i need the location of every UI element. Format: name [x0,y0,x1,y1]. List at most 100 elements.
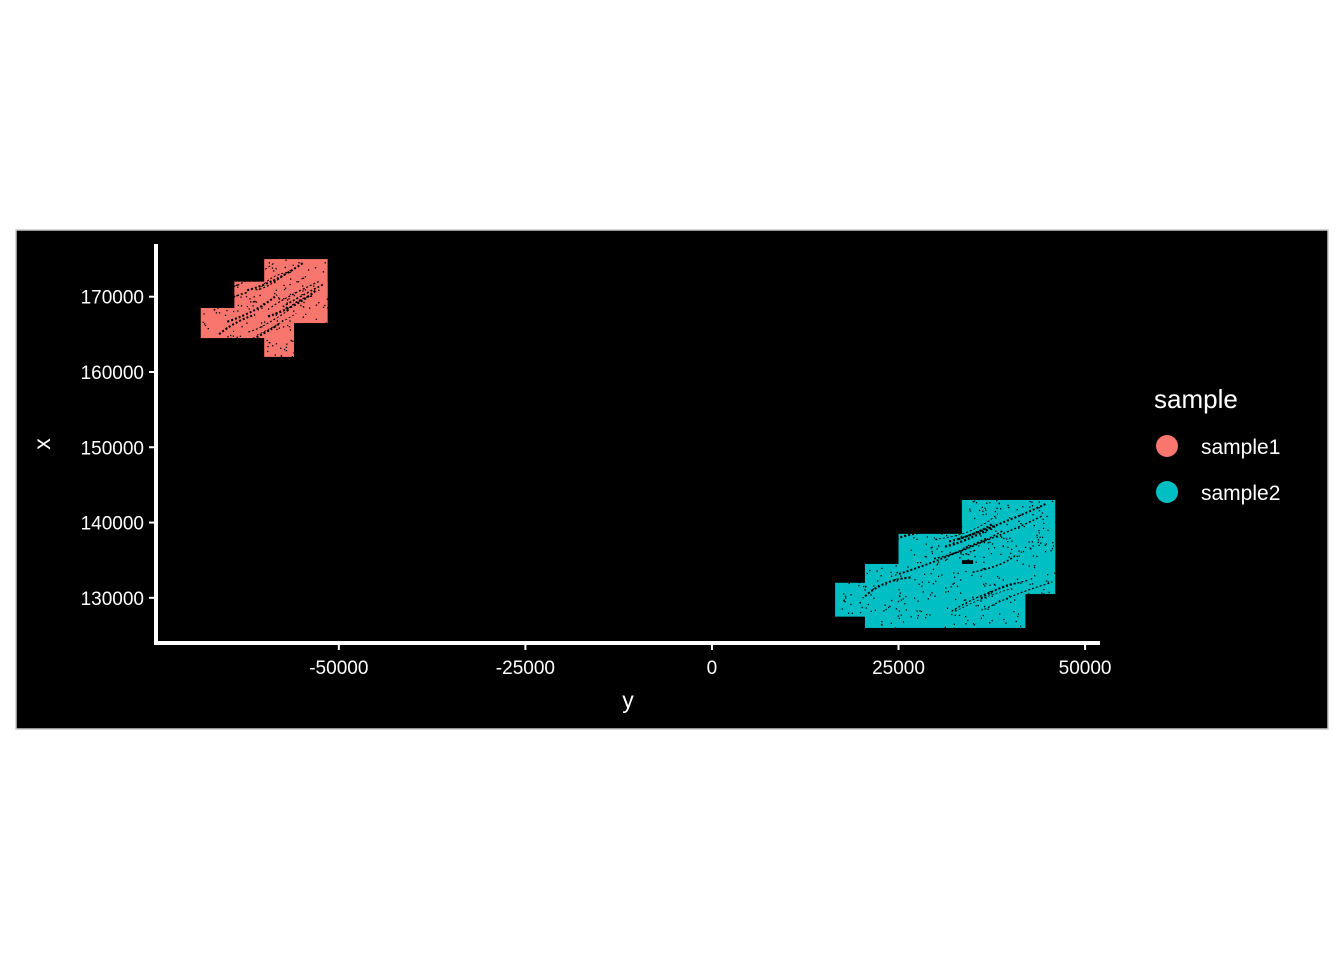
speckle [289,293,292,295]
point-cluster [864,563,1026,628]
speckle [865,585,867,588]
speckle [1024,546,1027,548]
speckle [1022,506,1024,508]
speckle [1043,593,1045,595]
tissue-streak [944,524,996,548]
speckle [962,554,964,556]
speckle [283,284,285,287]
speckle [218,340,221,342]
speckle [1031,501,1033,503]
speckle [839,514,842,516]
speckle [215,312,218,314]
speckle [252,305,254,307]
tissue-streak [984,582,1050,610]
speckle [904,603,906,605]
speckle [931,592,933,594]
speckle [253,343,255,345]
speckle [941,551,943,553]
speckle [280,347,282,349]
speckle [867,502,869,504]
speckle [972,623,975,625]
speckle [959,557,961,559]
speckle [1007,504,1009,507]
speckle [886,528,888,530]
speckle [268,262,270,264]
speckle [917,600,919,602]
speckle [1054,603,1056,605]
speckle [888,528,890,530]
speckle [924,525,926,527]
speckle [843,600,845,602]
tissue-streak [898,537,987,575]
speckle [897,600,900,603]
speckle [218,312,221,314]
speckle [939,525,941,527]
speckle [1011,540,1013,542]
speckle [1029,583,1031,586]
speckle [293,294,295,297]
speckle [853,567,855,569]
speckle [302,316,304,318]
speckle [327,307,329,309]
speckle [924,555,926,558]
speckle [286,306,288,309]
speckle [318,302,320,304]
speckle [858,581,860,584]
speckle [965,553,967,555]
speckle [952,583,954,585]
speckle [300,304,302,307]
speckle [1041,598,1043,600]
speckle [884,604,886,606]
speckle [847,508,849,510]
speckle [218,345,220,348]
speckle [867,603,869,606]
speckle [273,270,275,272]
speckle [858,500,861,502]
speckle [875,519,878,521]
speckle [326,298,328,300]
tissue-streak [879,531,922,551]
speckle [967,559,969,561]
speckle [1033,566,1036,569]
speckle [1037,602,1039,605]
speckle [231,292,234,295]
speckle [869,569,871,572]
speckle [900,575,902,577]
speckle [874,609,876,611]
speckle [315,304,318,306]
tissue-streak [980,582,1019,600]
speckle [944,626,946,628]
speckle [894,532,897,535]
speckle [303,306,305,308]
speckle [301,277,303,280]
legend-label-sample2: sample2 [1201,482,1280,505]
speckle [311,341,313,343]
speckle [1034,575,1036,577]
speckle [890,575,893,577]
speckle [995,517,997,519]
speckle [989,584,991,586]
speckle [262,348,264,350]
speckle [875,509,877,511]
speckle [956,585,959,587]
speckle [932,583,935,585]
speckle [885,608,887,611]
speckle [935,580,937,582]
tissue-streak [864,576,912,597]
speckle [848,582,850,584]
speckle [252,301,254,303]
speckle [928,581,930,583]
speckle [301,293,303,296]
speckle [1051,500,1054,503]
speckle [983,561,985,563]
tissue-streak [226,262,275,290]
speckle [239,339,241,341]
speckle [276,320,278,322]
speckle [324,304,326,307]
speckle [925,617,927,619]
speckle [850,518,852,520]
speckle [880,575,882,577]
speckle [259,294,261,297]
speckle [981,609,983,611]
